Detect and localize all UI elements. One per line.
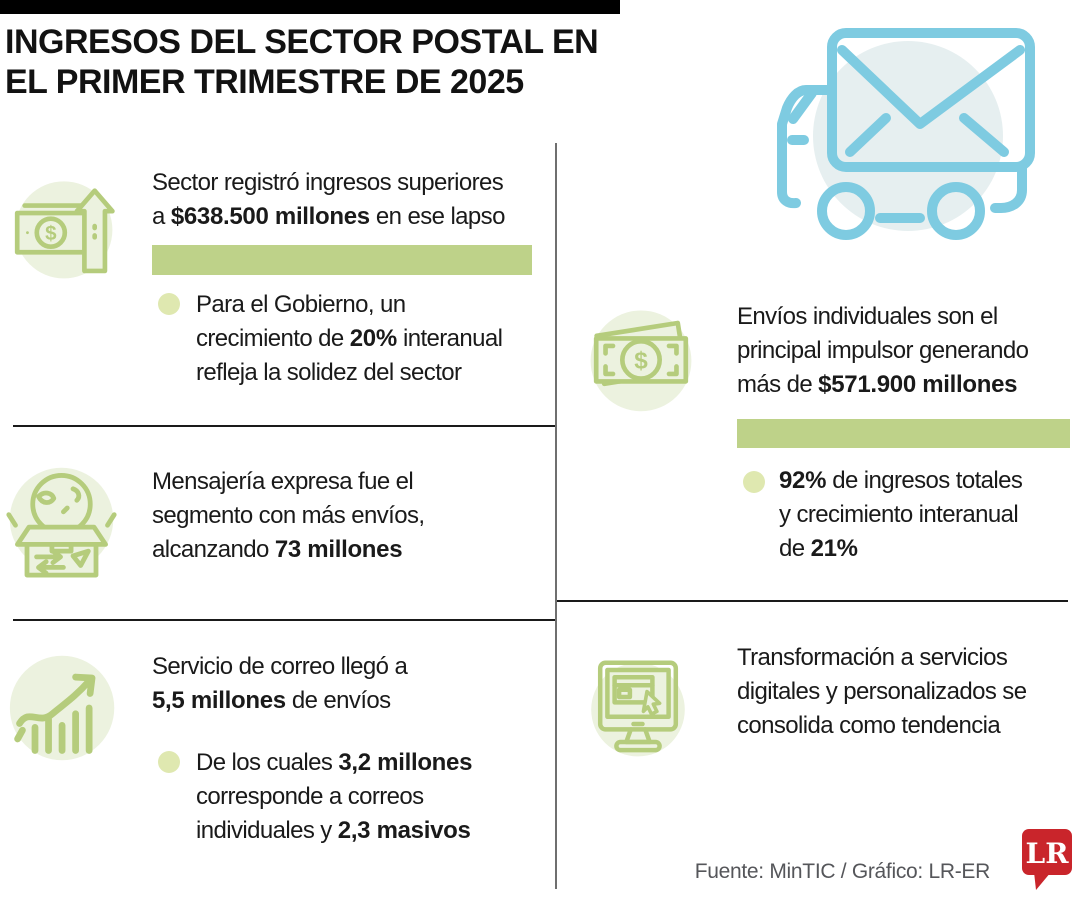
bullet-dot [743, 471, 765, 493]
money-growth-icon: $ [14, 181, 115, 279]
green-bar-envios [737, 419, 1070, 448]
divider-vertical [555, 143, 557, 889]
source-credit: Fuente: MinTIC / Gráfico: LR-ER [694, 860, 991, 883]
divider-right-1 [557, 600, 1068, 602]
bullet-correo-text: De los cuales 3,2 millones corresponde a … [196, 749, 473, 844]
green-bar-ingresos [152, 245, 532, 275]
svg-text:$: $ [45, 222, 57, 245]
box-globe-icon [6, 467, 117, 578]
section-transformacion-text: Transformación a servicios digitales y pe… [737, 644, 1027, 739]
svg-text:$: $ [634, 347, 648, 374]
section-correo-text: Servicio de correo llegó a 5,5 millones d… [152, 653, 408, 714]
page-title: INGRESOS DEL SECTOR POSTAL EN EL PRIMER T… [5, 23, 599, 101]
bullet-dot [158, 751, 180, 773]
section-ingresos-text: Sector registró ingresos superiores a $63… [152, 169, 505, 230]
lr-logo: LR [1022, 829, 1072, 890]
growth-chart-icon [9, 655, 115, 761]
top-accent-bar [0, 0, 620, 14]
divider-left-1 [13, 425, 555, 427]
bullet-dot [158, 293, 180, 315]
banknote-icon: $ [590, 310, 692, 412]
svg-text:LR: LR [1026, 837, 1070, 870]
bullet-gobierno-text: Para el Gobierno, un crecimiento de 20% i… [196, 291, 503, 386]
monitor-icon [591, 660, 685, 757]
section-envios-text: Envíos individuales son el principal impu… [737, 303, 1029, 398]
divider-left-2 [13, 619, 555, 621]
bullet-envios-text: 92% de ingresos totales y crecimiento int… [779, 467, 1023, 562]
section-mensajeria-text: Mensajería expresa fue el segmento con má… [152, 468, 425, 563]
mail-truck-icon [777, 28, 1035, 240]
